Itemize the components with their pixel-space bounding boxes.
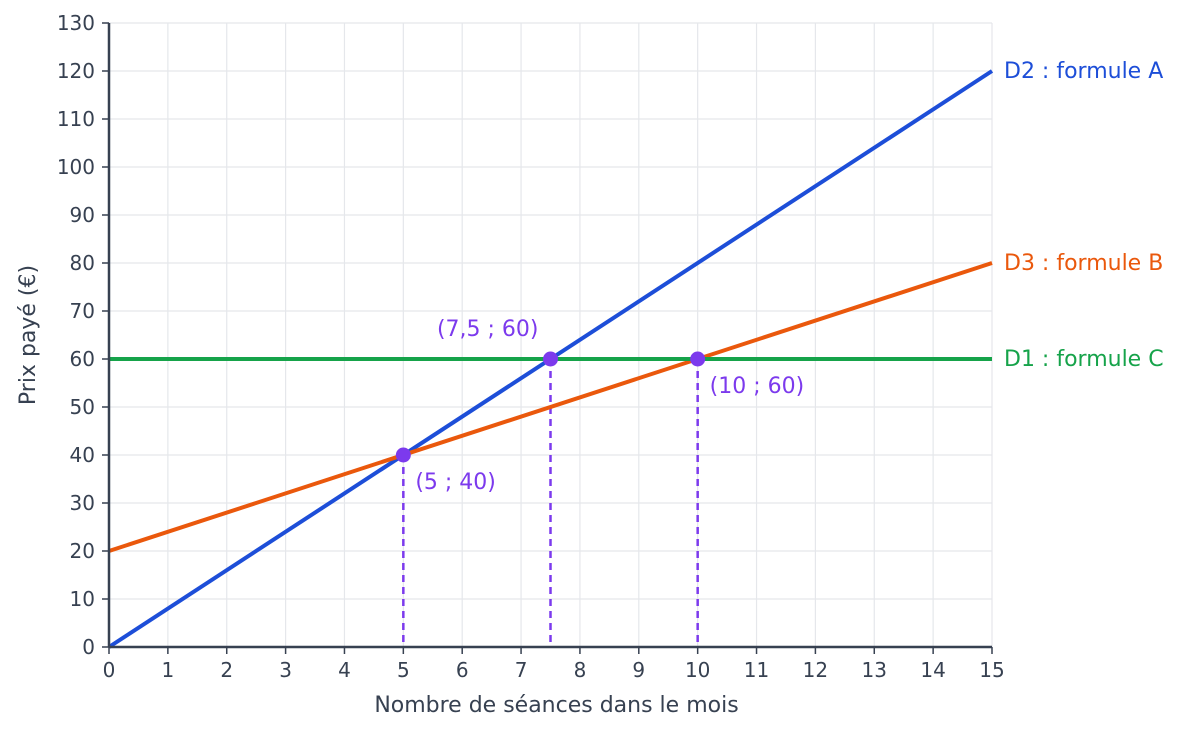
x-tick-label: 10 [685,658,710,682]
x-tick-label: 13 [862,658,887,682]
series-label-1: D2 : formule A [1004,59,1163,84]
intersection-point [543,351,558,367]
y-tick-label: 0 [82,635,95,659]
y-tick-label: 60 [70,347,95,371]
y-tick-label: 70 [70,299,95,323]
x-tick-label: 8 [574,658,587,682]
series-line-2 [108,261,993,553]
x-tick-label: 5 [397,658,410,682]
intersection-point [395,447,411,463]
series-label-2: D3 : formule B [1004,251,1163,276]
x-tick-label: 12 [803,658,828,682]
x-tick-label: 14 [920,658,945,682]
y-tick-label: 100 [57,155,95,179]
x-tick-label: 3 [279,658,292,682]
point-label: (7,5 ; 60) [437,317,539,342]
point-label: (10 ; 60) [710,374,805,399]
y-tick-label: 130 [57,11,95,35]
x-tick-label: 2 [220,658,233,682]
y-tick-label: 40 [70,443,95,467]
point-label: (5 ; 40) [415,470,496,495]
x-tick-label: 4 [338,658,351,682]
x-tick-label: 11 [744,658,769,682]
y-tick-label: 10 [70,587,95,611]
y-tick-label: 90 [70,203,95,227]
x-tick-label: 15 [979,658,1004,682]
x-tick-label: 7 [515,658,528,682]
y-axis-label: Prix payé (€) [16,265,41,405]
y-tick-label: 110 [57,107,95,131]
x-axis-label: Nombre de séances dans le mois [374,693,738,718]
series-labels: D2 : formule A D3 : formule B D1 : formule… [1004,59,1164,372]
y-tick-label: 120 [57,59,95,83]
y-tick-label: 50 [70,395,95,419]
tick-labels: 0 1 2 3 4 5 6 7 8 9 10 11 12 13 14 15010203040506070809… [57,11,1005,682]
x-tick-label: 0 [103,658,116,682]
series-label-3: D1 : formule C [1004,347,1164,372]
intersection-points: (5 ; 40) (7,5 ; 60) (10 ; 60) [395,317,805,495]
y-tick-label: 80 [70,251,95,275]
x-tick-label: 9 [632,658,645,682]
x-tick-label: 1 [161,658,174,682]
y-tick-label: 20 [70,539,95,563]
x-tick-label: 6 [456,658,469,682]
y-tick-label: 30 [70,491,95,515]
axes [107,23,992,649]
intersection-point [690,351,706,367]
